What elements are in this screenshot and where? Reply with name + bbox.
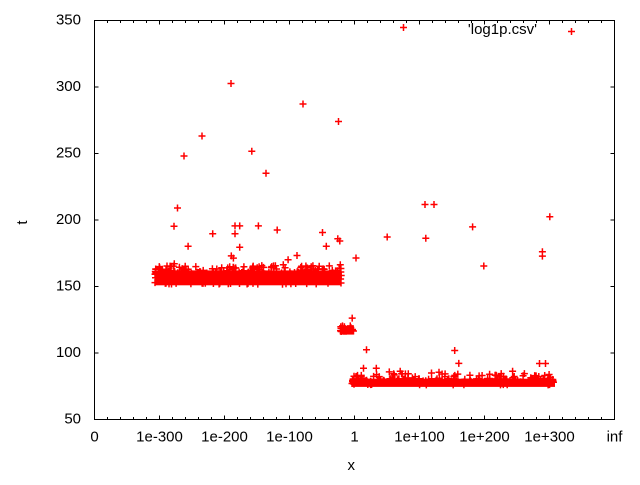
svg-text:1e+200: 1e+200: [459, 429, 509, 446]
svg-text:1e-300: 1e-300: [136, 429, 183, 446]
svg-text:50: 50: [64, 411, 81, 428]
svg-text:'log1p.csv': 'log1p.csv': [468, 21, 537, 38]
svg-text:x: x: [348, 457, 356, 474]
svg-text:0: 0: [90, 429, 98, 446]
svg-text:350: 350: [56, 12, 81, 29]
svg-text:1e-200: 1e-200: [201, 429, 248, 446]
svg-text:1e+300: 1e+300: [524, 429, 574, 446]
svg-text:t: t: [14, 220, 31, 225]
svg-text:inf: inf: [607, 429, 624, 446]
svg-text:1: 1: [350, 429, 358, 446]
svg-text:150: 150: [56, 278, 81, 295]
svg-text:100: 100: [56, 344, 81, 361]
svg-text:1e-100: 1e-100: [266, 429, 313, 446]
svg-text:1e+100: 1e+100: [394, 429, 444, 446]
svg-text:250: 250: [56, 145, 81, 162]
svg-text:300: 300: [56, 78, 81, 95]
svg-text:200: 200: [56, 211, 81, 228]
